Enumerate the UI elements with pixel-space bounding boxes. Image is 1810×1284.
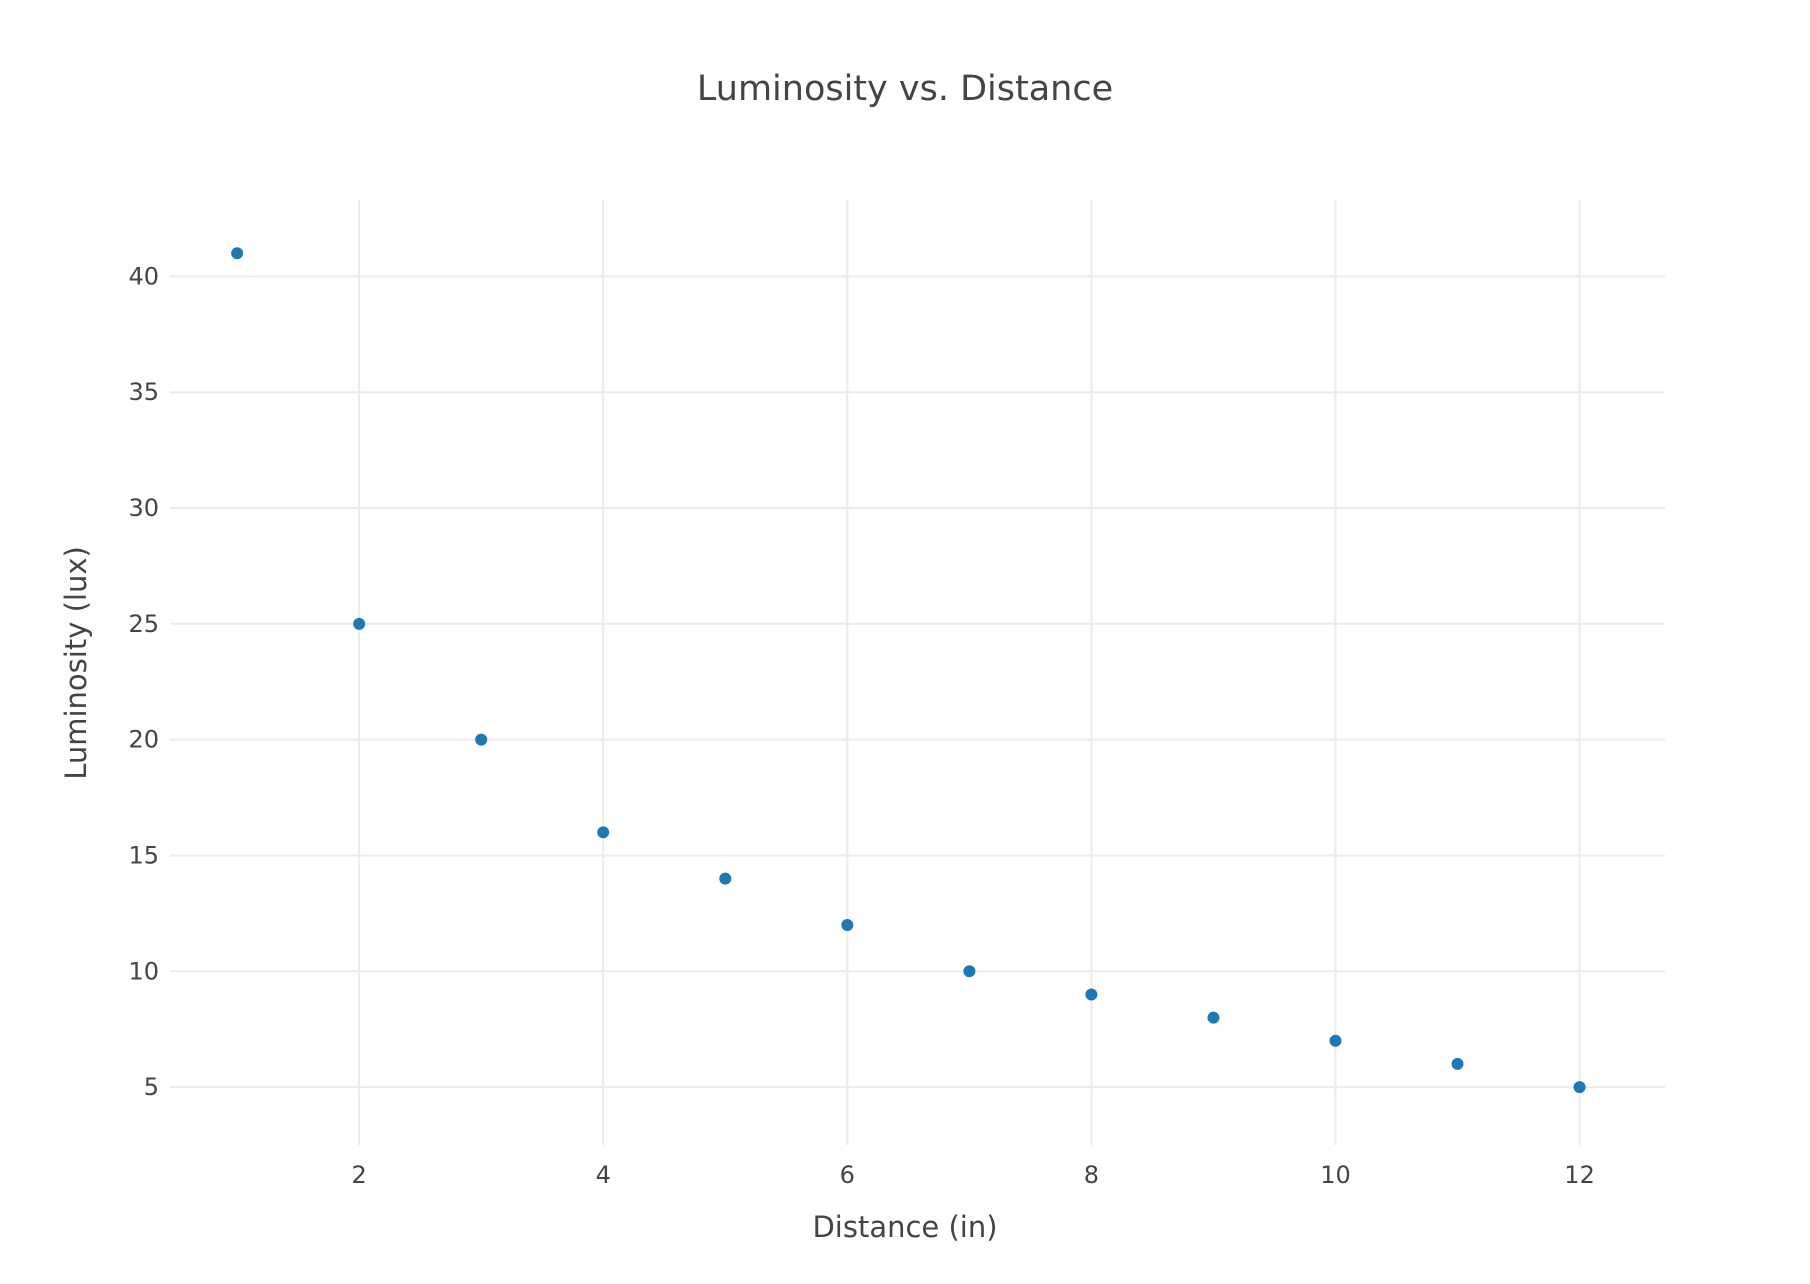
data-point <box>1573 1081 1586 1094</box>
y-tick-label: 5 <box>144 1073 159 1101</box>
x-tick-label: 8 <box>1084 1161 1099 1189</box>
y-axis-title: Luminosity (lux) <box>59 546 93 780</box>
data-point <box>1451 1057 1464 1070</box>
y-tick-label: 20 <box>128 726 159 754</box>
y-axis-ticks: 5 10 15 20 25 30 35 40 <box>128 262 159 1101</box>
data-points <box>231 247 1586 1094</box>
data-point <box>1329 1034 1342 1047</box>
x-axis-title: Distance (in) <box>812 1210 997 1244</box>
x-tick-label: 12 <box>1564 1161 1595 1189</box>
data-point <box>719 872 732 885</box>
data-point <box>353 617 366 630</box>
x-tick-label: 2 <box>352 1161 367 1189</box>
chart-title: Luminosity vs. Distance <box>697 69 1113 109</box>
y-tick-label: 25 <box>128 610 159 638</box>
data-point <box>963 965 976 978</box>
data-point <box>1207 1011 1220 1024</box>
x-axis-ticks: 2 4 6 8 10 12 <box>352 1161 1595 1189</box>
y-tick-label: 30 <box>128 494 159 522</box>
x-tick-label: 4 <box>596 1161 611 1189</box>
data-point <box>1085 988 1098 1001</box>
x-tick-label: 6 <box>840 1161 855 1189</box>
data-point <box>841 918 854 931</box>
data-point <box>597 826 610 839</box>
grid <box>170 200 1665 1145</box>
y-tick-label: 40 <box>128 262 159 290</box>
y-tick-label: 35 <box>128 378 159 406</box>
y-tick-label: 15 <box>128 841 159 869</box>
x-tick-label: 10 <box>1320 1161 1351 1189</box>
data-point <box>475 733 488 746</box>
data-point <box>231 247 244 260</box>
y-tick-label: 10 <box>128 957 159 985</box>
